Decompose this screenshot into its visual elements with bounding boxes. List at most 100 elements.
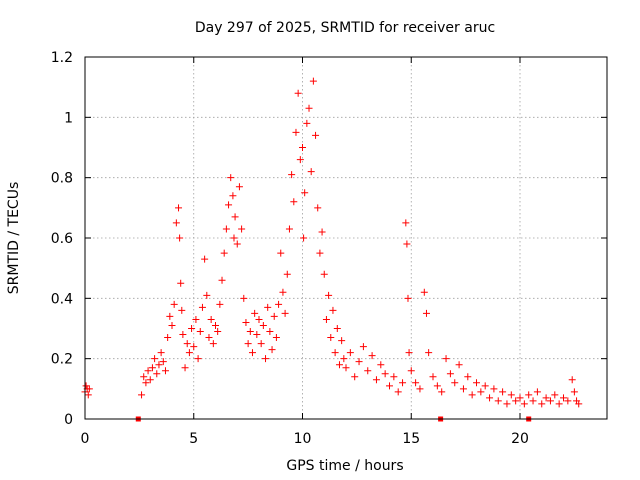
data-point — [394, 388, 402, 396]
data-point — [422, 309, 430, 317]
data-point — [198, 303, 206, 311]
data-point — [246, 328, 254, 336]
axis-ticks — [84, 56, 607, 420]
x-axis-label: GPS time / hours — [286, 458, 403, 474]
data-point — [144, 367, 152, 375]
data-point — [333, 325, 341, 332]
data-point — [340, 355, 348, 363]
data-point — [285, 225, 293, 233]
chart-title: Day 297 of 2025, SRMTID for receiver aru… — [195, 20, 495, 36]
data-point — [390, 373, 398, 381]
data-point — [312, 131, 320, 139]
data-point — [331, 349, 339, 357]
data-point — [238, 225, 246, 233]
data-point — [166, 312, 174, 320]
data-point — [216, 300, 224, 308]
data-point — [290, 198, 298, 206]
data-point — [142, 379, 150, 387]
data-point — [494, 397, 502, 405]
data-point — [420, 288, 428, 296]
data-point — [320, 270, 328, 278]
data-point — [325, 291, 333, 299]
data-point — [201, 255, 209, 263]
data-point — [486, 394, 494, 402]
data-point — [281, 309, 289, 317]
data-point — [220, 249, 228, 257]
data-point — [525, 391, 533, 399]
data-point — [183, 340, 191, 348]
data-point — [473, 379, 480, 387]
data-point — [242, 318, 250, 326]
x-tick-label: 10 — [294, 431, 312, 447]
y-tick-label: 0.4 — [51, 291, 73, 307]
data-point — [412, 379, 420, 387]
data-point — [381, 370, 389, 378]
data-point — [151, 355, 159, 363]
data-point — [468, 391, 476, 399]
data-point — [455, 361, 463, 369]
data-point — [459, 385, 467, 393]
data-point — [377, 361, 385, 369]
data-point — [264, 303, 272, 311]
data-point — [231, 213, 239, 221]
data-point — [176, 234, 184, 242]
data-point — [203, 291, 211, 299]
data-point — [212, 321, 219, 329]
data-point — [355, 358, 363, 366]
data-point — [244, 340, 252, 348]
data-point — [512, 397, 520, 405]
data-point — [283, 270, 291, 278]
x-tick-label: 0 — [81, 431, 90, 447]
data-point — [190, 343, 198, 351]
data-point — [438, 388, 446, 396]
data-point — [399, 379, 407, 387]
data-point — [161, 367, 169, 375]
data-point — [327, 334, 335, 342]
data-point — [555, 400, 563, 408]
data-point — [568, 376, 576, 384]
data-point — [403, 240, 411, 248]
data-point — [140, 373, 148, 381]
data-point — [164, 334, 172, 342]
data-point — [481, 382, 489, 390]
data-point — [253, 331, 261, 339]
data-point — [188, 325, 196, 332]
data-point — [425, 349, 433, 357]
data-point — [138, 391, 146, 399]
data-point — [300, 234, 308, 242]
data-point — [179, 331, 187, 339]
data-point — [533, 388, 541, 396]
data-point — [222, 225, 230, 233]
data-point — [402, 219, 410, 227]
data-point — [451, 379, 459, 387]
data-point — [546, 397, 554, 405]
data-point — [272, 334, 280, 342]
data-point — [196, 328, 204, 336]
data-point — [235, 183, 243, 191]
data-point — [233, 240, 241, 248]
data-point — [364, 367, 372, 375]
y-axis-label: SRMTID / TECUs — [6, 182, 22, 295]
x-tick-label: 20 — [511, 431, 529, 447]
data-point — [538, 400, 546, 408]
data-point — [529, 397, 537, 405]
data-point — [229, 192, 237, 200]
data-point — [259, 321, 267, 329]
data-point — [268, 346, 276, 354]
data-point — [146, 376, 154, 384]
data-point — [153, 370, 161, 378]
data-point — [270, 312, 278, 320]
data-point — [570, 388, 578, 396]
data-point — [296, 156, 304, 164]
data-point — [404, 294, 412, 302]
data-point — [551, 391, 559, 399]
data-point — [170, 300, 178, 308]
data-point — [155, 361, 163, 369]
data-point — [227, 174, 235, 182]
y-tick-label: 0.8 — [51, 171, 73, 187]
data-point — [240, 294, 248, 302]
data-point — [503, 400, 511, 408]
data-point — [407, 367, 415, 375]
data-point — [175, 204, 183, 212]
